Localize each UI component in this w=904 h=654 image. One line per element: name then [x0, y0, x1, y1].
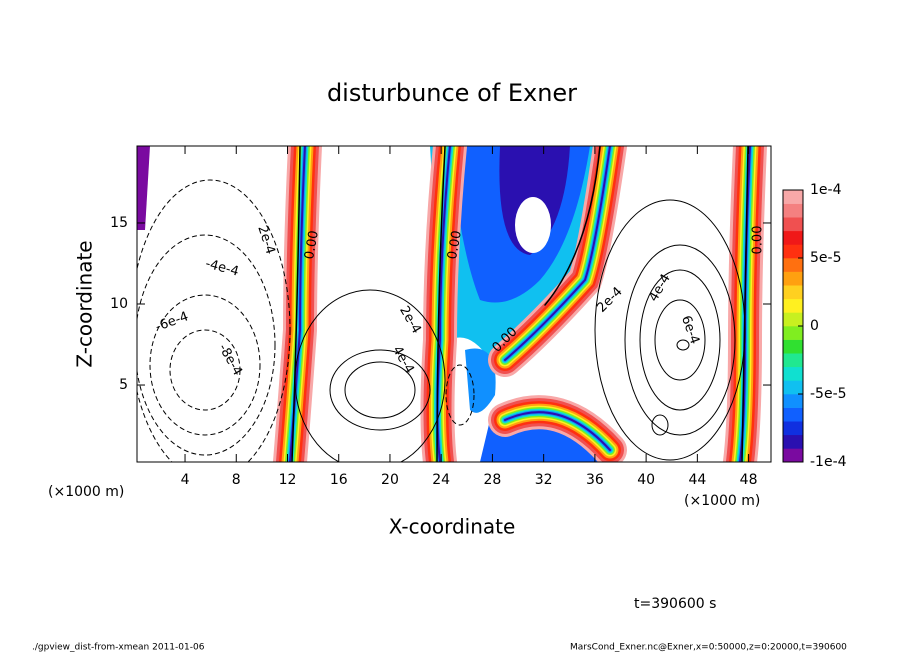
x-tick-label: 44	[688, 472, 706, 488]
colorbar-tick-label: 5e-5	[810, 250, 841, 266]
contour-label: 2e-4	[396, 304, 424, 337]
colorbar-band	[783, 258, 803, 272]
x-tick-label: 12	[279, 472, 297, 488]
contour-line	[741, 146, 749, 462]
contour-label: 0.00	[445, 229, 465, 260]
x-axis-label: X-coordinate	[389, 515, 516, 539]
shade	[137, 146, 150, 230]
colorbar-band	[783, 285, 803, 300]
colorbar-band	[783, 448, 803, 463]
colorbar-band	[783, 380, 803, 395]
colorbar-band	[783, 366, 803, 381]
colorbar-tick-label: 1e-4	[810, 182, 842, 198]
contour-label: -4e-4	[204, 256, 241, 279]
colorbar-band	[783, 434, 803, 449]
y-tick-label: 15	[110, 215, 128, 231]
colorbar-band	[783, 298, 803, 313]
x-tick-label: 28	[484, 472, 502, 488]
x-tick-label: 16	[330, 472, 348, 488]
x-unit-label: (×1000 m)	[684, 493, 760, 509]
colorbar-band	[783, 271, 803, 286]
shade-band	[504, 411, 611, 451]
colorbar-band	[783, 407, 803, 422]
y-tick-label: 5	[119, 377, 128, 393]
x-tick-label: 24	[432, 472, 450, 488]
colorbar-band	[783, 326, 803, 340]
field	[137, 146, 767, 462]
x-unit-label: (×1000 m)	[48, 484, 124, 500]
colorbar-tick-label: -5e-5	[810, 386, 847, 402]
footer-right: MarsCond_Exner.nc@Exner,x=0:50000,z=0:20…	[570, 643, 847, 653]
contour-label: -6e-4	[153, 309, 190, 335]
contour-label: 4e-4	[646, 272, 674, 305]
x-tick-label: 4	[181, 472, 190, 488]
x-tick-label: 8	[232, 472, 241, 488]
x-tick-label: 36	[586, 472, 604, 488]
contour-line	[291, 146, 301, 462]
colorbar-tick-label: 0	[810, 318, 819, 334]
contour-label: 6e-4	[678, 314, 702, 347]
contour-label: 0.00	[751, 226, 766, 255]
colorbar-band	[783, 230, 803, 245]
contour-line	[544, 146, 601, 306]
colorbar-band	[783, 244, 803, 259]
contour-label: 0.00	[302, 229, 322, 260]
colorbar-band	[783, 394, 803, 408]
footer-left: ./gpview_dist-from-xmean 2011-01-06	[32, 643, 205, 653]
colorbar-band	[783, 339, 803, 354]
chart-title: disturbunce of Exner	[327, 79, 577, 107]
contour-label: -8e-4	[215, 342, 245, 379]
x-tick-label: 20	[381, 472, 399, 488]
y-tick-label: 10	[110, 296, 128, 312]
contour-label: 4e-4	[389, 344, 417, 377]
time-label: t=390600 s	[634, 596, 716, 612]
shade-band	[504, 146, 611, 361]
shade	[465, 348, 496, 413]
colorbar-band	[783, 217, 803, 232]
colorbar-band	[783, 312, 803, 327]
colorbar-band	[783, 190, 803, 204]
colorbar-band	[783, 421, 803, 436]
colorbar-band	[783, 203, 803, 218]
colorbar-tick-label: -1e-4	[810, 454, 847, 470]
shade	[515, 197, 551, 253]
y-axis-label: Z-coordinate	[73, 240, 97, 367]
x-tick-label: 40	[637, 472, 655, 488]
contour-label: 2e-4	[254, 224, 277, 256]
colorbar-band	[783, 353, 803, 368]
x-tick-label: 32	[535, 472, 553, 488]
x-tick-label: 48	[740, 472, 758, 488]
